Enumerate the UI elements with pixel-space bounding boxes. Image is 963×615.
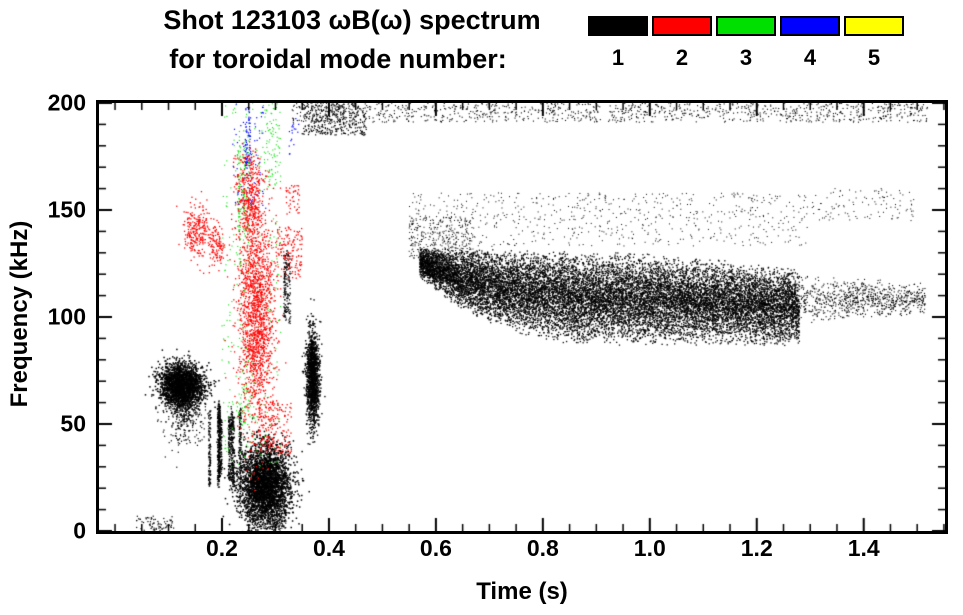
scatter-canvas: [99, 103, 945, 531]
x-tick-label: 0.2: [205, 535, 238, 561]
plot-area: [96, 100, 948, 534]
y-tick-label: 150: [47, 196, 86, 223]
legend-item-mode-3: 3: [714, 16, 778, 69]
legend-swatch-mode-1: [588, 16, 648, 36]
legend-mode-number: 2: [675, 45, 689, 70]
legend-swatch-mode-4: [780, 16, 840, 36]
y-axis-label: Frequency (kHz): [6, 220, 33, 408]
legend-item-mode-4: 4: [778, 16, 842, 69]
y-tick-label: 0: [73, 517, 86, 544]
legend-swatch-mode-5: [844, 16, 904, 36]
x-tick-label: 1.0: [633, 535, 666, 561]
x-tick-label: 0.8: [526, 535, 559, 561]
x-tick-label: 1.2: [740, 535, 773, 561]
chart-title: Shot 123103 ωB(ω) spectrum: [163, 5, 541, 35]
legend-mode-number: 5: [867, 45, 881, 70]
x-tick-label: 1.4: [847, 535, 880, 561]
y-tick-label: 50: [60, 410, 86, 437]
y-tick-label: 200: [47, 89, 86, 116]
mode-legend: 1 2 3 4 5: [586, 16, 906, 69]
y-tick-label: 100: [47, 303, 86, 330]
legend-item-mode-5: 5: [842, 16, 906, 69]
chart-subtitle: for toroidal mode number:: [169, 44, 507, 74]
legend-mode-number: 1: [611, 45, 625, 70]
legend-mode-number: 4: [803, 45, 817, 70]
legend-item-mode-1: 1: [586, 16, 650, 69]
x-tick-label: 0.4: [312, 535, 345, 561]
x-tick-label: 0.6: [419, 535, 452, 561]
x-axis-label: Time (s): [476, 578, 568, 605]
legend-mode-number: 3: [739, 45, 753, 70]
legend-swatch-mode-3: [716, 16, 776, 36]
legend-swatch-mode-2: [652, 16, 712, 36]
legend-item-mode-2: 2: [650, 16, 714, 69]
